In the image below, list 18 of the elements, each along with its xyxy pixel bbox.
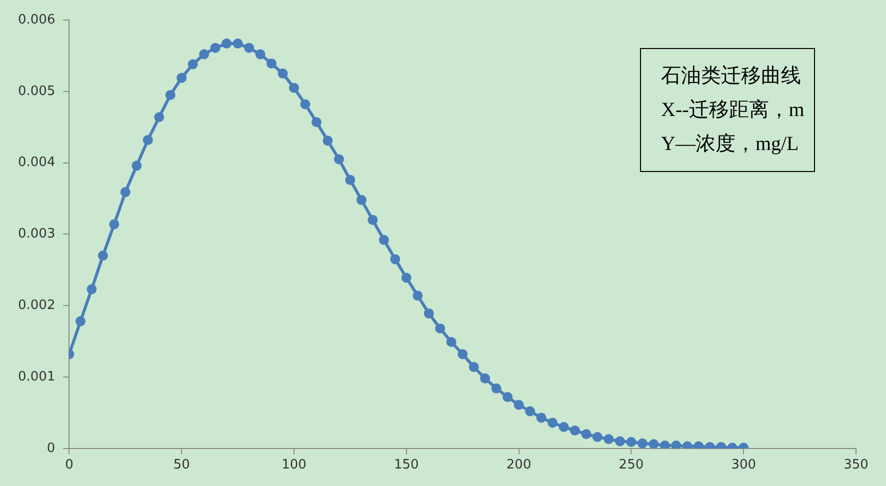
y-tick-label: 0.004 [18,155,56,170]
y-tick-label: 0.005 [18,84,56,99]
x-tick-label: 350 [844,458,868,473]
annotation: 石油类迁移曲线 [661,64,802,89]
x-tick-label: 200 [506,458,532,473]
y-tick-label: 0.003 [18,226,56,242]
y-tick-label: 0.006 [18,12,56,28]
y-tick-label: 0.002 [18,298,56,313]
x-tick-label: 0 [65,458,74,473]
x-tick-label: 250 [618,458,644,473]
annotation: X--迁移距离，m [661,98,804,123]
y-tick-label: 0.001 [18,369,56,384]
x-tick-label: 50 [173,458,190,473]
x-tick-label: 300 [731,458,756,473]
y-tick-label: 0 [46,440,56,456]
x-tick-label: 100 [282,458,306,473]
annotation: Y—浓度，mg/L [661,132,800,157]
x-tick-label: 150 [394,458,419,473]
